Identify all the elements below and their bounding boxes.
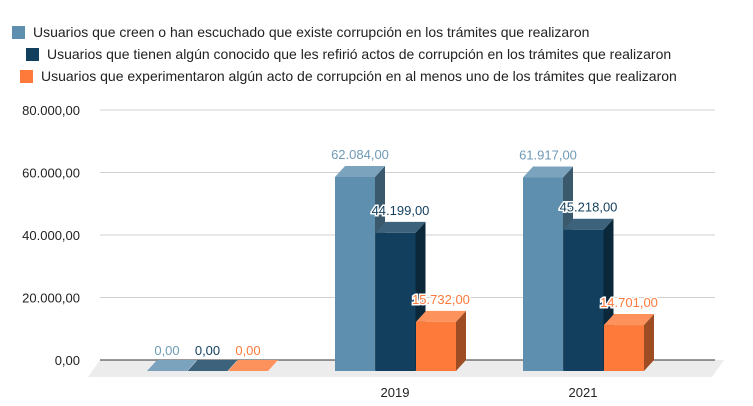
bar-front (416, 321, 456, 371)
bar-top (523, 166, 573, 178)
legend-label: Usuarios que tienen algún conocido que l… (47, 46, 672, 62)
bar-top (604, 314, 654, 326)
y-tick-label: 40.000,00 (22, 228, 80, 243)
bar-side (456, 310, 466, 371)
x-tick-label: 2021 (569, 385, 598, 400)
y-tick-label: 80.000,00 (22, 103, 80, 118)
data-label: 45.218,00 (560, 200, 618, 215)
bar (563, 218, 614, 371)
bar-front (563, 229, 604, 371)
bar-top (416, 310, 466, 322)
data-label: 15.732,00 (412, 292, 470, 307)
bar (604, 314, 654, 371)
y-tick-label: 60.000,00 (22, 166, 80, 181)
legend-item-2[interactable]: Usuarios que experimentaron algún acto d… (20, 68, 677, 84)
bar-side (644, 314, 654, 371)
legend-swatch (26, 47, 39, 61)
bar-front (375, 232, 416, 371)
x-tick-label: 2019 (381, 385, 410, 400)
data-label: 14.701,00 (600, 295, 658, 310)
bar-front (335, 176, 375, 371)
legend-item-1[interactable]: Usuarios que tienen algún conocido que l… (26, 46, 671, 62)
data-label: 44.199,00 (372, 203, 430, 218)
data-label: 0,00 (154, 343, 179, 358)
data-label: 0,00 (195, 343, 220, 358)
bar-top (375, 221, 426, 233)
data-label: 61.917,00 (519, 148, 577, 163)
bar-top (187, 360, 238, 371)
legend-label: Usuarios que experimentaron algún acto d… (41, 68, 677, 84)
bar (416, 310, 466, 371)
data-label: 0,00 (235, 343, 260, 358)
legend-swatch (12, 25, 25, 39)
bar-top (335, 165, 385, 177)
legend-swatch (20, 69, 33, 83)
bar-top (228, 360, 278, 371)
legend-item-0[interactable]: Usuarios que creen o han escuchado que e… (12, 24, 589, 40)
legend-label: Usuarios que creen o han escuchado que e… (33, 24, 590, 40)
bar (147, 360, 197, 371)
bar (187, 360, 238, 371)
bar-front (604, 325, 644, 371)
bar-top (147, 360, 197, 371)
bar (228, 360, 278, 371)
data-label: 62.084,00 (331, 147, 389, 162)
y-tick-label: 0,00 (55, 353, 80, 368)
bar-front (523, 177, 563, 371)
y-tick-label: 20.000,00 (22, 291, 80, 306)
bar-top (563, 218, 614, 230)
